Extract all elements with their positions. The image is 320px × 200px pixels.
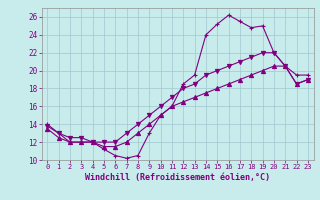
X-axis label: Windchill (Refroidissement éolien,°C): Windchill (Refroidissement éolien,°C): [85, 173, 270, 182]
